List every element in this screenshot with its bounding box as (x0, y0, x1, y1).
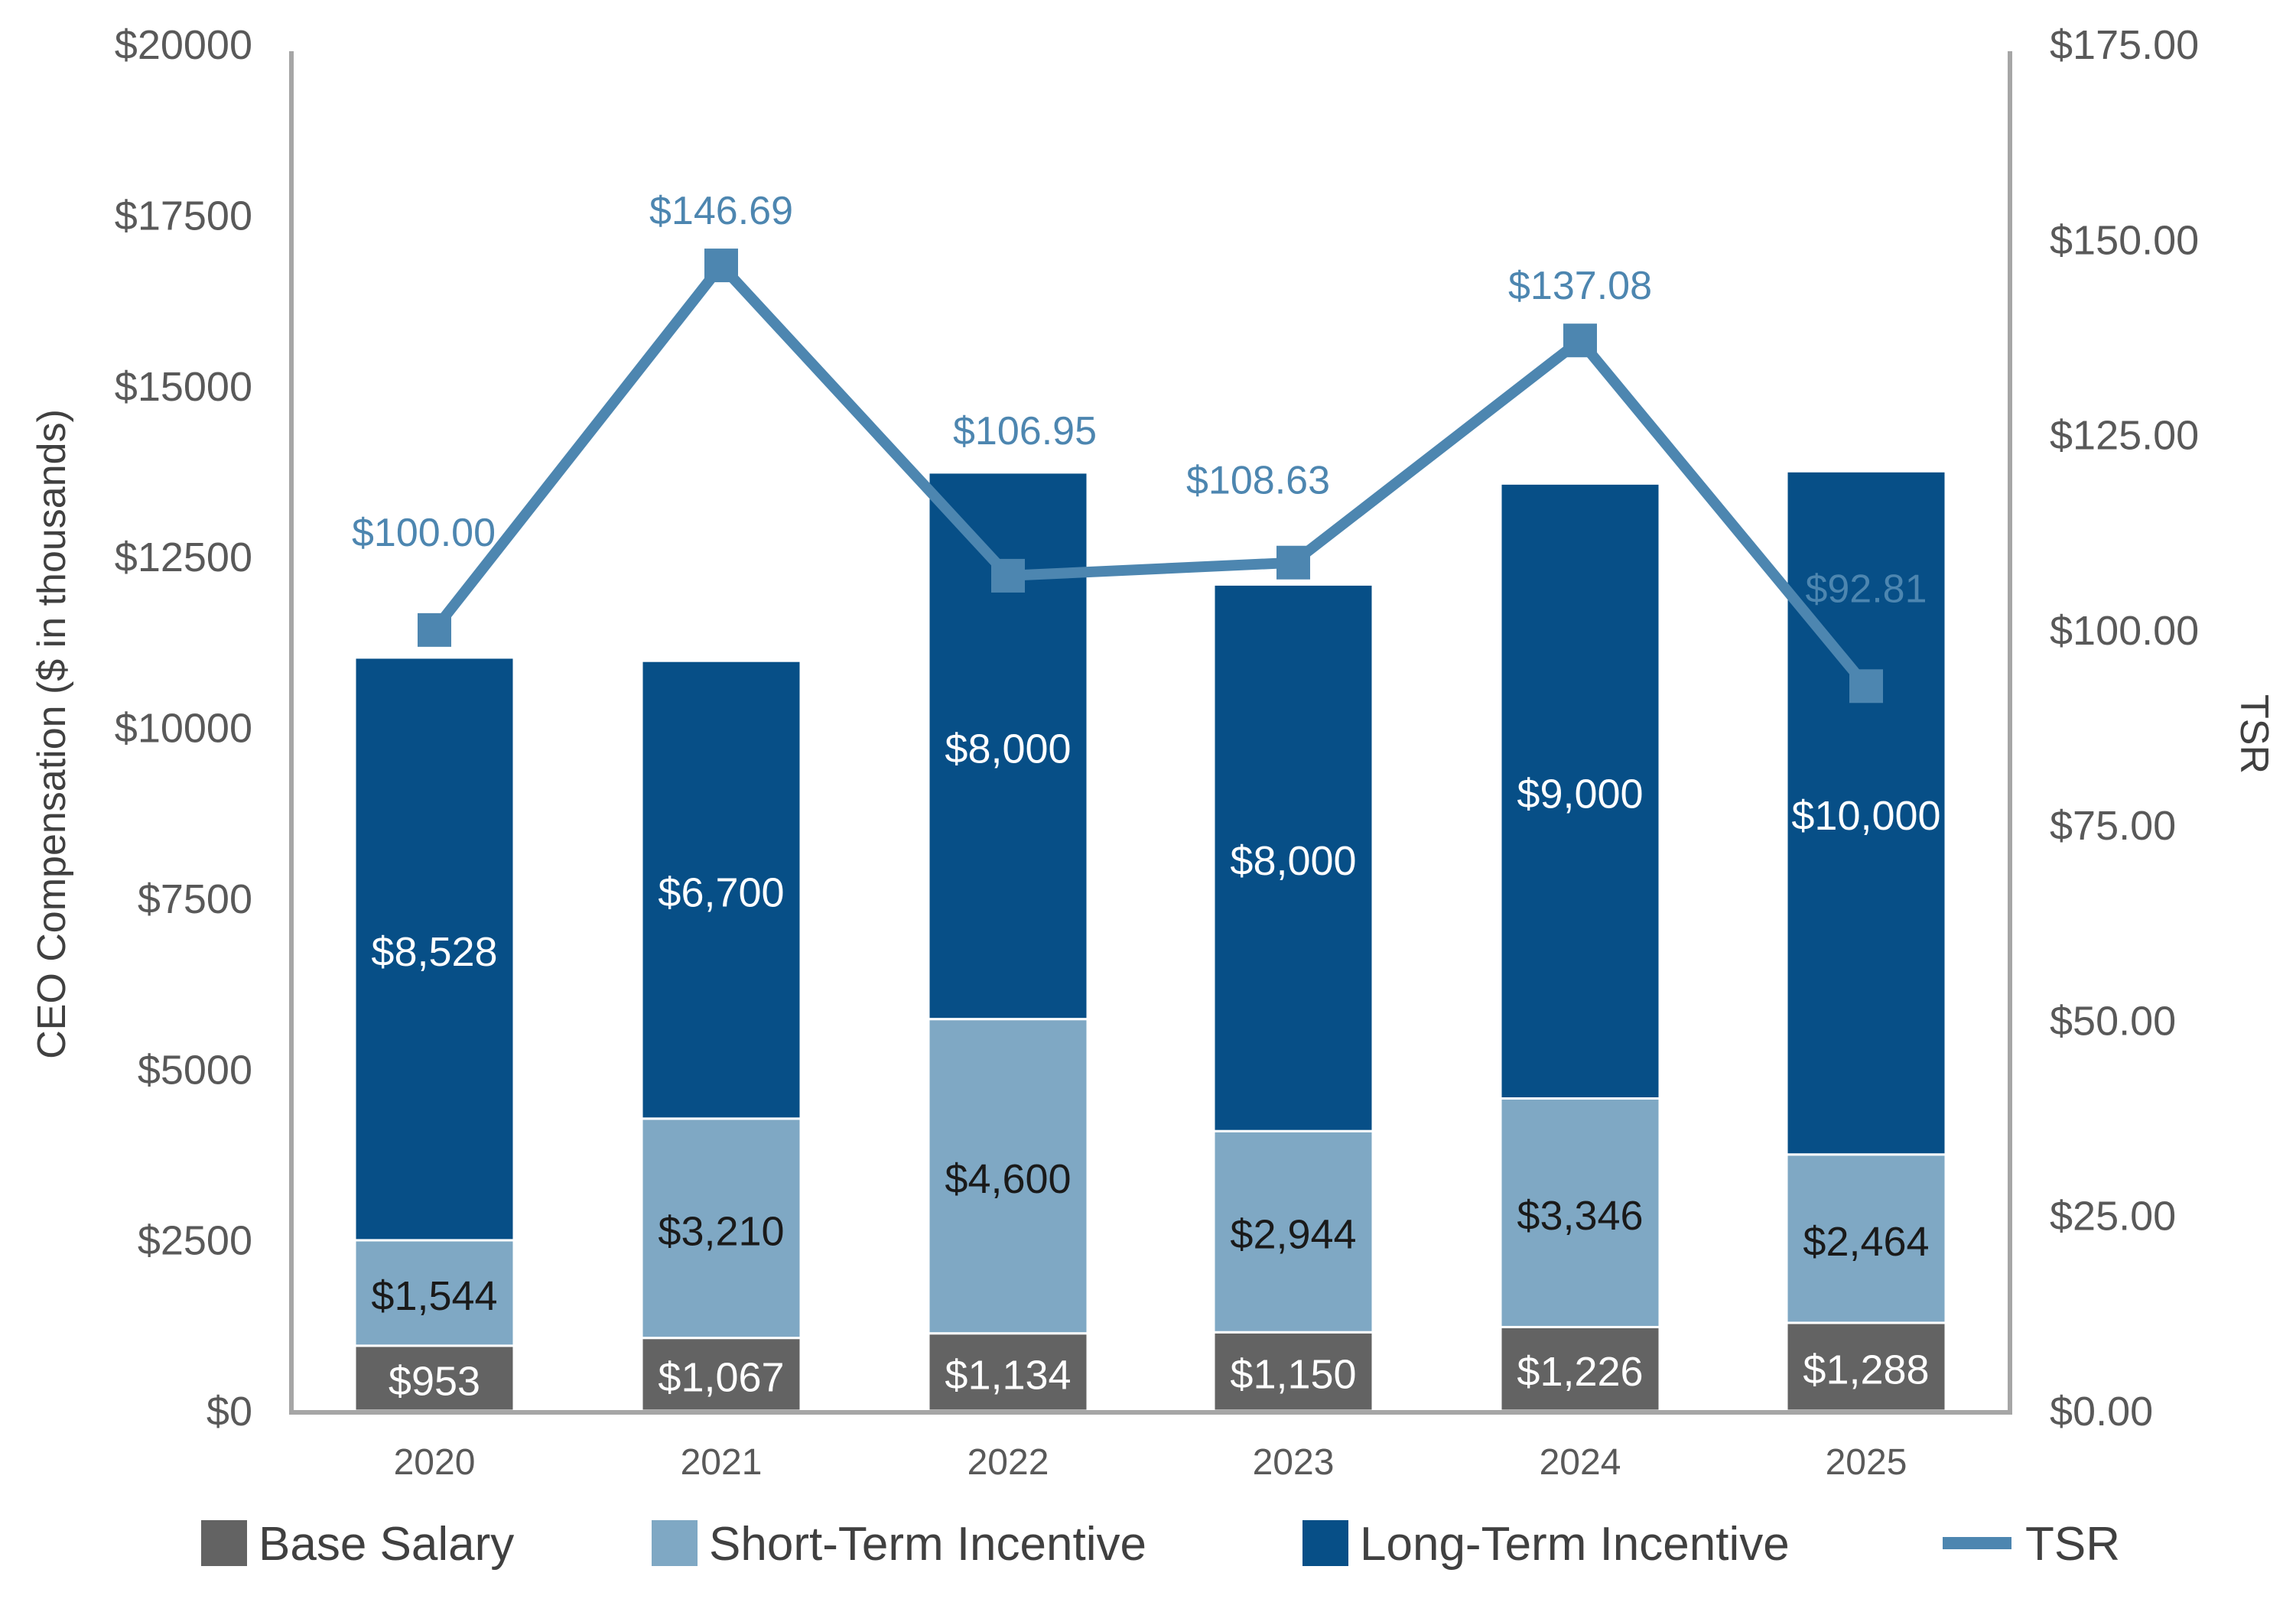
bar-data-label: $8,528 (371, 929, 497, 975)
tsr-marker (1563, 323, 1597, 358)
x-tick-label: 2022 (968, 1442, 1049, 1483)
y2-tick-label: $0.00 (2050, 1389, 2153, 1435)
legend: Base Salary Short-Term Incentive Long-Term… (201, 1518, 2120, 1571)
tsr-data-label: $108.63 (1186, 459, 1330, 503)
bar-segment-short-term-incentive (1785, 1153, 1947, 1324)
y2-tick-label: $150.00 (2050, 217, 2199, 263)
tsr-marker (991, 558, 1025, 593)
y-axis-title: CEO Compensation ($ in thousands) (30, 409, 74, 1059)
bar-data-label: $1,134 (945, 1352, 1071, 1398)
tsr-data-label: $92.81 (1805, 567, 1927, 611)
y2-tick-label: $50.00 (2050, 998, 2176, 1044)
y-tick-label: $10000 (115, 706, 252, 752)
bar-data-label: $6,700 (658, 870, 784, 916)
x-tick-label: 2020 (394, 1442, 476, 1483)
y-tick-label: $7500 (138, 876, 252, 922)
y-tick-label: $12500 (115, 535, 252, 580)
y-tick-label: $5000 (138, 1047, 252, 1093)
bar-data-label: $953 (389, 1358, 480, 1404)
x-tick-label: 2024 (1540, 1442, 1621, 1483)
legend-swatch-short-term-incentive (652, 1520, 698, 1566)
bar-segment-short-term-incentive (927, 1018, 1089, 1335)
bar-data-label: $4,600 (945, 1156, 1071, 1202)
bar-data-label: $3,346 (1517, 1193, 1643, 1239)
bar-segment-long-term-incentive (1499, 482, 1661, 1100)
y2-tick-label: $75.00 (2050, 803, 2176, 849)
tsr-marker (418, 613, 451, 647)
bar-segment-base-salary (640, 1337, 802, 1412)
y-tick-label: $20000 (115, 22, 252, 68)
tsr-data-label: $137.08 (1508, 264, 1652, 308)
x-tick-label: 2025 (1826, 1442, 1907, 1483)
bar-data-label: $10,000 (1791, 793, 1940, 839)
bar-data-label: $1,226 (1517, 1349, 1643, 1395)
bar-data-label: $8,000 (945, 726, 1071, 772)
x-tick-label: 2021 (681, 1442, 763, 1483)
bar-data-label: $1,150 (1230, 1352, 1356, 1398)
bar-segment-base-salary (1785, 1321, 1947, 1412)
bar-data-label: $2,464 (1803, 1219, 1929, 1265)
bar-data-label: $2,944 (1230, 1212, 1356, 1258)
y2-tick-label: $100.00 (2050, 608, 2199, 654)
bar-segment-base-salary (1212, 1331, 1374, 1412)
tsr-line (430, 257, 1871, 690)
bar-segment-long-term-incentive (927, 471, 1089, 1021)
legend-label-tsr: TSR (2025, 1518, 2120, 1571)
y-tick-label: $15000 (115, 364, 252, 410)
bar-segment-short-term-incentive (640, 1117, 802, 1340)
legend-swatch-tsr (1943, 1537, 2011, 1549)
bar-segment-short-term-incentive (1212, 1129, 1374, 1334)
x-axis-ticks: 2020 2021 2022 2023 2024 2025 (394, 1442, 1907, 1483)
bar-data-label: $1,067 (658, 1354, 784, 1400)
y2-tick-label: $175.00 (2050, 22, 2199, 68)
x-tick-label: 2023 (1253, 1442, 1335, 1483)
y-tick-label: $2500 (138, 1218, 252, 1264)
bar-data-label: $8,000 (1230, 838, 1356, 884)
tsr-marker (1849, 669, 1883, 704)
bar-data-label: $1,288 (1803, 1347, 1929, 1392)
tsr-series: $100.00 $146.69 $106.95 $108.63 $137.08 $92.8… (352, 189, 1927, 704)
bar-segment-long-term-incentive (1212, 583, 1374, 1132)
bar-data-label: $1,544 (371, 1273, 497, 1319)
tsr-data-label: $106.95 (953, 409, 1097, 453)
bars: $953 $1,544 $8,528 $1,067 $3,210 $6,700 $1,134… (353, 470, 1947, 1412)
tsr-data-label: $100.00 (352, 511, 496, 555)
y-tick-label: $0 (207, 1389, 252, 1435)
legend-label-base-salary: Base Salary (259, 1518, 514, 1571)
bar-segment-long-term-incentive (640, 659, 802, 1120)
legend-swatch-long-term-incentive (1302, 1520, 1348, 1566)
y2-axis-title: TSR (2232, 694, 2276, 774)
bar-data-label: $3,210 (658, 1208, 784, 1254)
bar-data-label: $9,000 (1517, 771, 1643, 817)
legend-label-short-term-incentive: Short-Term Incentive (709, 1518, 1146, 1571)
bar-segment-long-term-incentive (353, 656, 515, 1242)
tsr-marker (704, 249, 738, 283)
bar-segment-long-term-incentive (1785, 470, 1947, 1156)
bar-segment-short-term-incentive (353, 1239, 515, 1347)
legend-label-long-term-incentive: Long-Term Incentive (1360, 1518, 1790, 1571)
y2-tick-label: $25.00 (2050, 1194, 2176, 1240)
tsr-data-label: $146.69 (649, 189, 793, 233)
right-axis-ticks: $0.00 $25.00 $50.00 $75.00 $100.00 $125.00 $15… (2050, 22, 2199, 1435)
y-tick-label: $17500 (115, 193, 252, 239)
legend-swatch-base-salary (201, 1520, 247, 1566)
left-axis-ticks: $0 $2500 $5000 $7500 $10000 $12500 $15000 $1750… (115, 22, 252, 1435)
bar-segment-base-salary (353, 1344, 515, 1412)
tsr-marker (1276, 545, 1310, 580)
y2-tick-label: $125.00 (2050, 413, 2199, 459)
